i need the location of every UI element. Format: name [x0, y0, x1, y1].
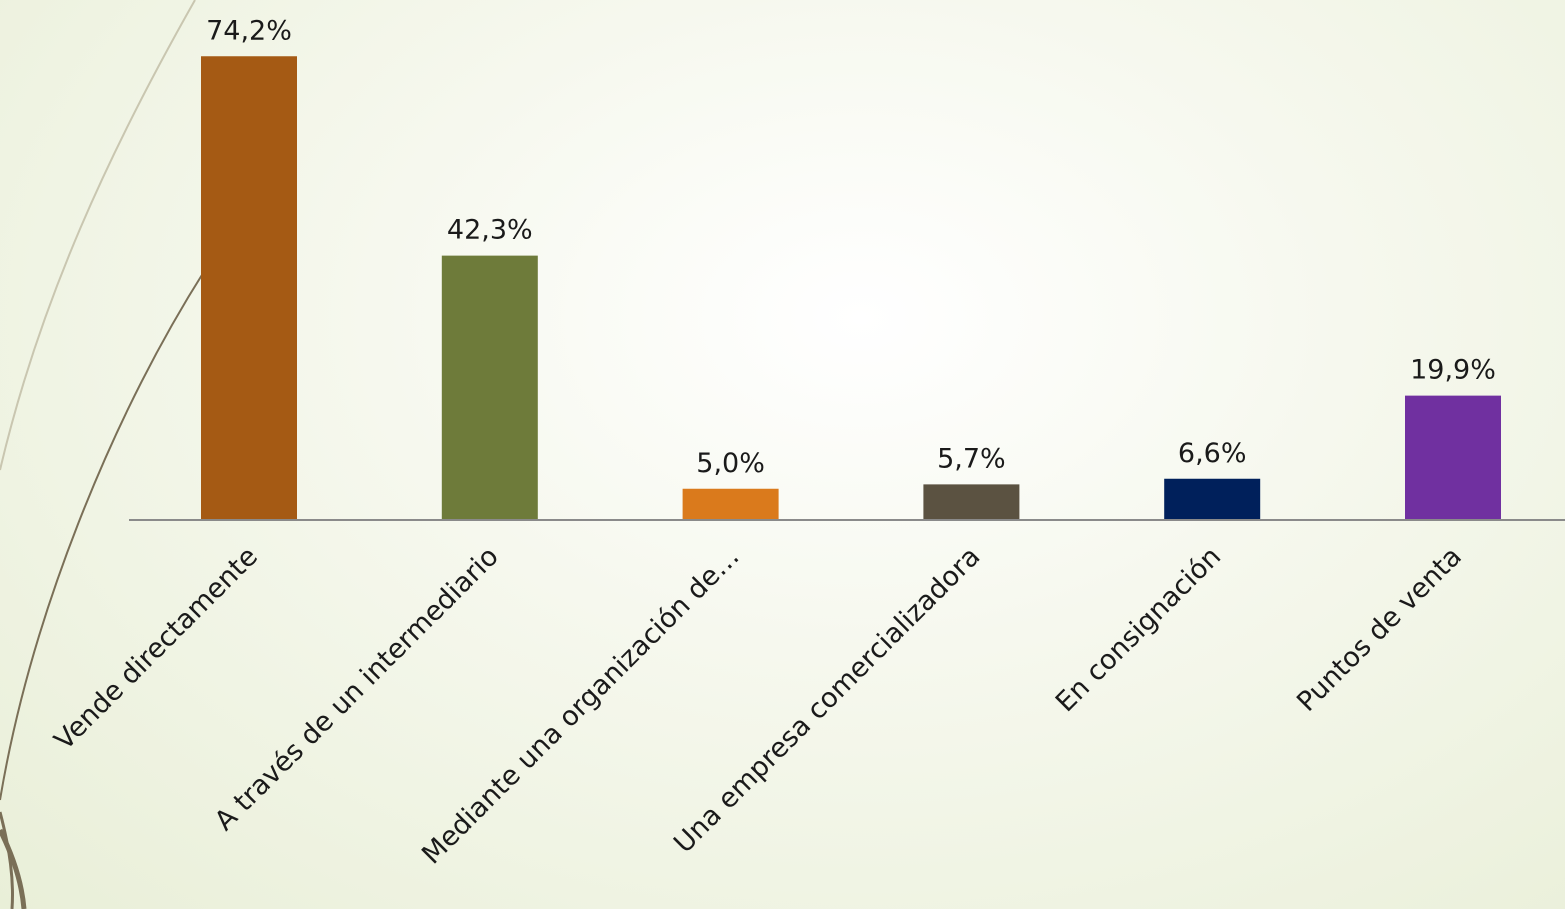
decor-curve-light [0, 0, 196, 471]
data-label: 42,3% [447, 215, 533, 246]
decor-curve-mid [0, 811, 14, 909]
decor-curve-thin [0, 269, 206, 801]
data-label: 74,2% [206, 15, 292, 46]
bar [1405, 395, 1501, 520]
category-tick-label: En consignación [1050, 541, 1227, 718]
data-label: 19,9% [1410, 355, 1496, 386]
data-label: 5,0% [696, 448, 765, 479]
data-label: 5,7% [937, 443, 1006, 474]
decor-curve-thick [0, 828, 27, 909]
bar [201, 56, 297, 520]
decorative-curves [0, 0, 206, 909]
bar [441, 255, 538, 520]
bar [923, 484, 1020, 520]
bar [682, 488, 779, 520]
bars-group [201, 56, 1501, 520]
value-labels-group: 74,2% 42,3% 5,0% 5,7% 6,6% 19,9% [206, 15, 1496, 479]
bar [1164, 478, 1261, 520]
category-tick-label: A través de un intermediario [209, 541, 505, 837]
category-tick-label: Puntos de venta [1291, 541, 1468, 718]
data-label: 6,6% [1178, 438, 1247, 469]
category-tick-label: Vende directamente [49, 541, 264, 756]
